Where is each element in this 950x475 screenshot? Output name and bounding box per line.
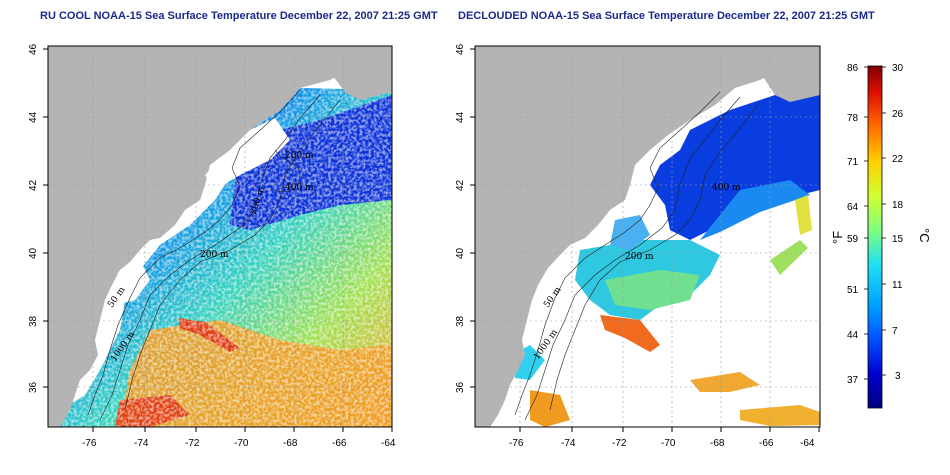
right-y-axis: 36 38 40 42 44 46 [455, 43, 475, 393]
right-map-panel: 400 m 200 m 50 m 1000 m [475, 46, 820, 427]
colorbar-c-tick-3: 3 [895, 371, 901, 382]
right-bathymetry-contours [514, 91, 761, 421]
right-lon-tick-64: -64 [800, 438, 815, 449]
right-x-axis: -76 -74 -72 -70 -68 -66 -64 [509, 427, 820, 449]
left-lat-tick-40: 40 [28, 247, 39, 259]
right-land-mass [475, 46, 820, 427]
right-lon-tick-68: -68 [710, 438, 725, 449]
right-inshore-cool [610, 215, 650, 250]
right-warm-patch-2 [530, 390, 570, 427]
right-lon-tick-72: -72 [612, 438, 627, 449]
right-nova-scotia [760, 60, 820, 102]
left-contour-label-2: 400 m [285, 183, 314, 193]
left-grid-lines [48, 46, 392, 427]
right-lon-tick-76: -76 [509, 438, 524, 449]
right-gulf-stream-warm [690, 372, 760, 392]
colorbar-c-tick-30: 30 [892, 63, 904, 74]
right-green-band [605, 270, 700, 310]
right-map-frame [474, 45, 821, 428]
colorbar-c-tick-11: 11 [892, 280, 903, 291]
right-lon-tick-74: -74 [561, 438, 576, 449]
left-lat-tick-38: 38 [28, 315, 39, 327]
colorbar-f-tick-86: 86 [847, 63, 859, 74]
colorbar-f-tick-78: 78 [847, 113, 859, 124]
left-lon-tick-64: -64 [381, 438, 396, 449]
colorbar-c-tick-26: 26 [892, 109, 904, 120]
right-green-streak [770, 240, 808, 275]
right-gulf-stream-warm-2 [740, 405, 820, 426]
right-lon-tick-70: -70 [661, 438, 676, 449]
right-lat-tick-46: 46 [455, 43, 466, 55]
colorbar-f-tick-71: 71 [847, 157, 859, 168]
right-contour-label-1: 400 m [712, 183, 741, 193]
left-bathymetry-contours [87, 89, 341, 421]
right-lat-tick-42: 42 [455, 179, 466, 191]
colorbar-c-tick-22: 22 [892, 154, 904, 165]
right-warm-patch [600, 315, 660, 352]
right-cold-gulf-of-maine [650, 85, 820, 240]
left-coastal-clouds-2 [115, 260, 150, 305]
left-coastal-clouds [205, 118, 290, 190]
right-lat-tick-44: 44 [455, 111, 466, 123]
left-lon-tick-66: -66 [332, 438, 347, 449]
left-y-axis: 36 38 40 42 44 46 [28, 43, 48, 393]
right-lat-tick-36: 36 [455, 381, 466, 393]
colorbar-f-tick-51: 51 [847, 285, 859, 296]
left-contour-label-4: 200 m [200, 250, 229, 260]
left-lon-tick-74: -74 [134, 438, 149, 449]
right-grid-lines [475, 46, 820, 427]
right-lat-tick-38: 38 [455, 315, 466, 327]
right-map-title: DECLOUDED NOAA-15 Sea Surface Temperatur… [458, 10, 875, 22]
left-lon-tick-72: -72 [185, 438, 200, 449]
colorbar-celsius-label: °C [917, 228, 932, 243]
left-nova-scotia [330, 60, 392, 100]
left-lon-tick-76: -76 [82, 438, 97, 449]
colorbar: 86 78 71 64 59 51 44 37 30 26 22 18 15 1… [830, 63, 932, 409]
right-contour-label-2: 200 m [625, 252, 654, 262]
right-lat-tick-40: 40 [455, 247, 466, 259]
left-lat-tick-46: 46 [28, 43, 39, 55]
left-lat-tick-44: 44 [28, 111, 39, 123]
colorbar-fahrenheit-label: °F [830, 231, 845, 244]
left-map-frame [47, 45, 393, 428]
left-lat-tick-36: 36 [28, 381, 39, 393]
left-contour-label-1: 200 m [285, 151, 314, 161]
left-lon-tick-70: -70 [234, 438, 249, 449]
right-yellow-streak [795, 195, 812, 235]
colorbar-f-tick-59: 59 [847, 234, 859, 245]
left-map-title: RU COOL NOAA-15 Sea Surface Temperature … [40, 10, 438, 22]
colorbar-c-tick-7: 7 [892, 326, 898, 337]
colorbar-gradient [867, 65, 883, 409]
left-land-mass [48, 46, 392, 427]
colorbar-f-tick-44: 44 [847, 330, 859, 341]
right-lon-tick-66: -66 [759, 438, 774, 449]
right-cool-band [700, 180, 810, 240]
left-lon-tick-68: -68 [283, 438, 298, 449]
colorbar-f-tick-64: 64 [847, 202, 859, 213]
left-x-axis: -76 -74 -72 -70 -68 -66 -64 [82, 427, 396, 449]
colorbar-c-tick-18: 18 [892, 200, 904, 211]
left-lat-tick-42: 42 [28, 179, 39, 191]
colorbar-f-tick-37: 37 [847, 375, 859, 386]
colorbar-c-tick-15: 15 [892, 234, 904, 245]
left-map-panel: 200 m 400 m 200 m 200 m 50 m 1000 m [48, 46, 392, 427]
